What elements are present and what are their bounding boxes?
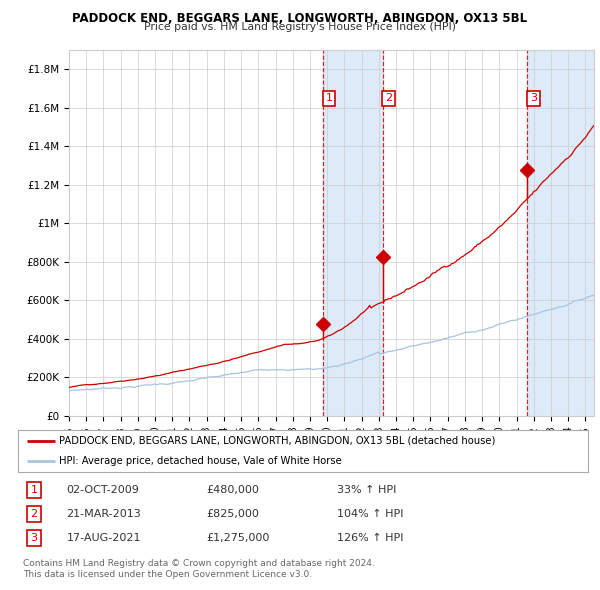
Text: PADDOCK END, BEGGARS LANE, LONGWORTH, ABINGDON, OX13 5BL (detached house): PADDOCK END, BEGGARS LANE, LONGWORTH, AB…	[59, 436, 496, 446]
Text: PADDOCK END, BEGGARS LANE, LONGWORTH, ABINGDON, OX13 5BL: PADDOCK END, BEGGARS LANE, LONGWORTH, AB…	[73, 12, 527, 25]
Text: 3: 3	[31, 533, 37, 543]
Text: 126% ↑ HPI: 126% ↑ HPI	[337, 533, 404, 543]
Text: 33% ↑ HPI: 33% ↑ HPI	[337, 485, 397, 495]
Text: £1,275,000: £1,275,000	[206, 533, 269, 543]
Text: 2: 2	[385, 93, 392, 103]
Bar	[323, 50, 383, 416]
Text: 2: 2	[31, 509, 38, 519]
Text: HPI: Average price, detached house, Vale of White Horse: HPI: Average price, detached house, Vale…	[59, 455, 342, 466]
Text: 02-OCT-2009: 02-OCT-2009	[67, 485, 139, 495]
Text: Price paid vs. HM Land Registry's House Price Index (HPI): Price paid vs. HM Land Registry's House …	[144, 22, 456, 32]
Text: 1: 1	[325, 93, 332, 103]
Text: 21-MAR-2013: 21-MAR-2013	[67, 509, 141, 519]
Text: 3: 3	[530, 93, 537, 103]
Text: £825,000: £825,000	[206, 509, 259, 519]
Bar	[527, 50, 594, 416]
Text: 17-AUG-2021: 17-AUG-2021	[67, 533, 141, 543]
Text: 104% ↑ HPI: 104% ↑ HPI	[337, 509, 404, 519]
Text: Contains HM Land Registry data © Crown copyright and database right 2024.
This d: Contains HM Land Registry data © Crown c…	[23, 559, 374, 579]
Text: 1: 1	[31, 485, 37, 495]
Text: £480,000: £480,000	[206, 485, 259, 495]
